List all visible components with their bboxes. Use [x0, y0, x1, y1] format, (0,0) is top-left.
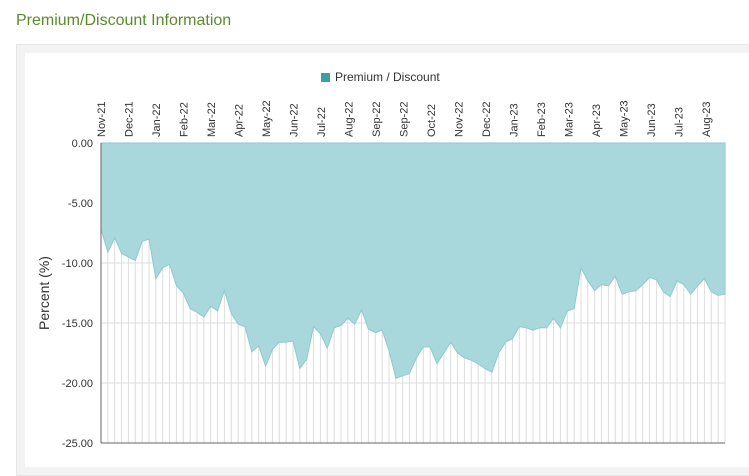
- chart-legend[interactable]: Premium / Discount: [321, 70, 440, 84]
- legend-label: Premium / Discount: [335, 70, 440, 84]
- y-tick-label: -25.00: [62, 438, 93, 450]
- x-tick-label: Apr-23: [591, 104, 603, 137]
- chart-area: Premium / Discount 0.00 -5.00 -10.00 -15.00…: [25, 53, 749, 467]
- x-tick-label: Nov-22: [454, 102, 466, 137]
- x-tick-label: Jul-22: [316, 107, 328, 137]
- legend-marker: [321, 73, 330, 82]
- x-tick-label: Jan-22: [151, 103, 163, 137]
- x-tick-label: Jun-22: [289, 103, 301, 137]
- y-axis-label: Percent (%): [36, 256, 52, 330]
- area-fill-premium-discount: [100, 142, 726, 379]
- y-tick-labels: 0.00 -5.00 -10.00 -15.00 -20.00 -25.00: [62, 138, 93, 450]
- x-tick-label: May-22: [261, 100, 273, 137]
- y-tick-label: 0.00: [72, 138, 93, 150]
- y-tick-label: -10.00: [62, 258, 93, 270]
- x-tick-label: Aug-22: [344, 102, 356, 137]
- y-tick-label: -20.00: [62, 378, 93, 390]
- x-tick-label: Apr-22: [234, 104, 246, 137]
- x-tick-label: Dec-22: [481, 102, 493, 137]
- x-tick-label: Aug-23: [701, 102, 713, 137]
- x-tick-label: Sep-22: [399, 102, 411, 137]
- x-tick-labels: Nov-21 Dec-21 Jan-22 Feb-22 Mar-22 Apr-22 May-…: [96, 100, 713, 137]
- area-series: [100, 142, 726, 379]
- x-tick-label: Jan-23: [509, 103, 521, 137]
- section-title: Premium/Discount Information: [16, 12, 232, 29]
- x-tick-label: Feb-22: [179, 102, 191, 137]
- x-tick-label: Dec-21: [124, 102, 136, 137]
- x-tick-label: Feb-23: [536, 102, 548, 137]
- x-tick-label: Sep-22: [371, 102, 383, 137]
- y-tick-label: -15.00: [62, 318, 93, 330]
- x-tick-label: Mar-23: [564, 102, 576, 137]
- chart-panel: Premium / Discount 0.00 -5.00 -10.00 -15.00…: [16, 44, 749, 476]
- premium-discount-chart: Premium / Discount 0.00 -5.00 -10.00 -15.00…: [36, 70, 726, 450]
- axes: [100, 143, 725, 444]
- x-tick-label: Jul-23: [674, 107, 686, 137]
- x-tick-label: Jun-23: [646, 103, 658, 137]
- x-tick-label: May-23: [619, 100, 631, 137]
- x-tick-label: Mar-22: [206, 102, 218, 137]
- y-tick-label: -5.00: [68, 198, 93, 210]
- x-tick-label: Oct-22: [426, 104, 438, 137]
- x-tick-label: Nov-21: [96, 102, 108, 137]
